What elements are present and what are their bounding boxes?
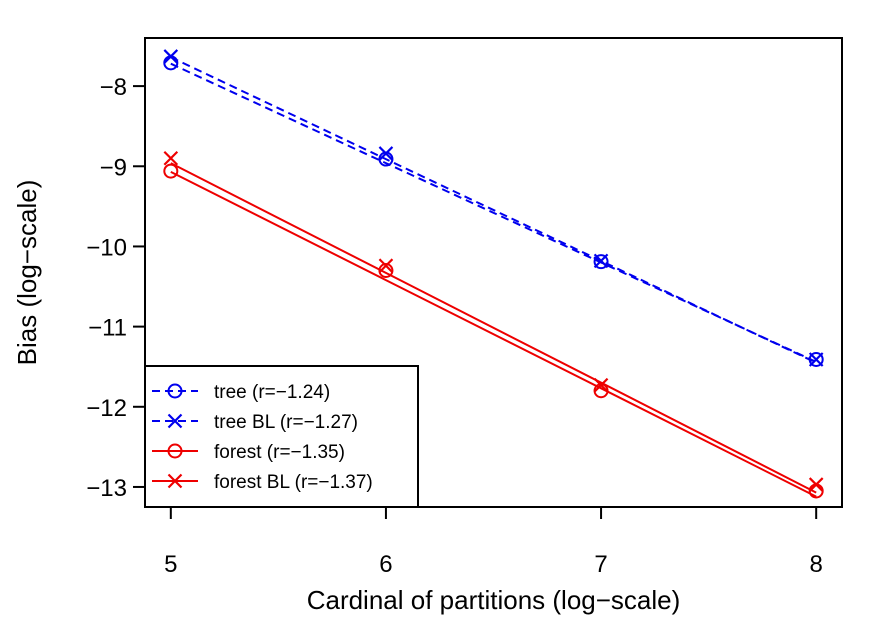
x-axis-title: Cardinal of partitions (log−scale) (307, 585, 681, 615)
series-4 (163, 150, 824, 494)
series-2-point-2 (378, 146, 394, 161)
legend-label-2: tree BL (r=−1.27) (214, 412, 358, 433)
y-tick-label-4: −11 (88, 315, 127, 342)
x-tick-label-5: 5 (164, 551, 177, 578)
series-2-line (170, 56, 817, 364)
series-1-line (170, 62, 817, 363)
series-3-point-1 (163, 163, 179, 179)
series-3-line (170, 171, 817, 498)
y-tick-label-6: −13 (86, 475, 127, 502)
series-4-point-3 (593, 377, 609, 393)
legend-marker-1 (167, 383, 183, 399)
legend-entry-2: tree BL (r=−1.27) (152, 412, 358, 433)
series-2-point-3 (593, 253, 609, 269)
y-tick-label-2: −9 (100, 154, 127, 181)
series-1-point-3 (593, 254, 609, 270)
series-4-point-2 (378, 258, 394, 273)
series-4-line (170, 162, 817, 494)
x-axis: 5 6 7 8 (164, 506, 823, 578)
x-tick-label-7: 7 (594, 551, 607, 578)
legend-entry-4: forest BL (r=−1.37) (152, 472, 373, 493)
y-axis: −8 −9 −10 −11 −12 −13 (86, 74, 146, 502)
legend-label-1: tree (r=−1.24) (214, 382, 330, 403)
legend-label-4: forest BL (r=−1.37) (214, 472, 373, 493)
legend-marker-2 (167, 413, 183, 429)
y-tick-label-3: −10 (86, 234, 127, 261)
legend-marker-3 (167, 443, 183, 459)
legend: tree (r=−1.24) tree BL (r=−1.27) forest (r… (144, 365, 419, 508)
series-4-point-1 (163, 150, 179, 166)
legend-entry-3: forest (r=−1.35) (152, 442, 345, 463)
legend-marker-4 (167, 473, 183, 489)
series-4-point-4 (808, 477, 824, 492)
legend-box (144, 365, 419, 508)
series-2-point-1 (163, 49, 179, 64)
series-2 (163, 49, 824, 367)
y-tick-label-5: −12 (86, 395, 127, 422)
legend-entry-1: tree (r=−1.24) (152, 382, 330, 403)
x-tick-label-8: 8 (810, 551, 823, 578)
plot-area (163, 49, 824, 499)
series-2-point-4 (808, 352, 824, 367)
y-axis-title: Bias (log−scale) (12, 180, 42, 366)
x-tick-label-6: 6 (379, 551, 392, 578)
y-tick-label-1: −8 (100, 74, 127, 101)
legend-label-3: forest (r=−1.35) (214, 442, 345, 463)
